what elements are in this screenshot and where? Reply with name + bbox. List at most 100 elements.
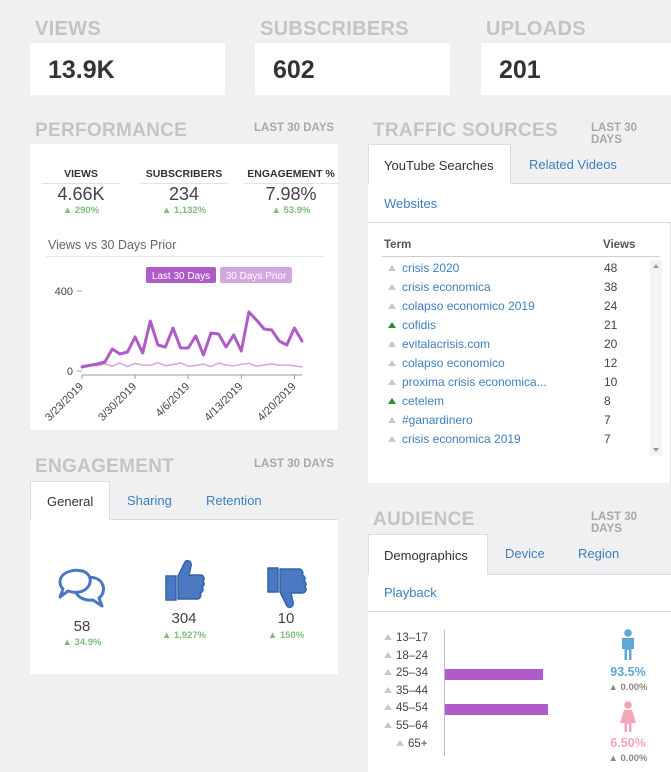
search-term-link[interactable]: colapso economico <box>402 356 505 370</box>
female-percent: 6.50% <box>610 736 646 750</box>
traffic-panel: Term Views crisis 2020 48 crisis economica… <box>368 223 671 483</box>
age-label: 55–64 <box>396 720 428 732</box>
trend-flat-icon <box>388 303 396 309</box>
table-row[interactable]: colapso economico 12 <box>382 355 662 374</box>
audience-title: AUDIENCE <box>373 509 475 530</box>
audience-tabs-row2 <box>368 575 671 611</box>
search-term-link[interactable]: proxima crisis economica... <box>402 375 547 389</box>
age-row: 55–64 <box>384 720 444 732</box>
col-term: Term <box>384 239 412 251</box>
search-term-link[interactable]: colapso economico 2019 <box>402 299 535 313</box>
performance-range: LAST 30 DAYS <box>254 122 335 134</box>
views-stat-title: VIEWS <box>35 18 101 40</box>
table-row[interactable]: evitalacrisis.com 20 <box>382 336 662 355</box>
comments-value: 58 <box>73 618 91 635</box>
tab-general[interactable]: General <box>30 481 110 520</box>
age-label: 35–44 <box>396 684 428 697</box>
female-change: ▲ 0.00% <box>608 753 648 764</box>
tab-youtube-searches[interactable]: YouTube Searches <box>368 144 511 184</box>
engagement-metric: ENGAGEMENT % 7.98% ▲ 53.9% <box>244 168 338 216</box>
trend-up-icon <box>388 322 396 328</box>
tab-region[interactable]: Region <box>578 546 620 561</box>
trend-flat-icon <box>384 669 392 676</box>
x-tick-label: 4/13/2019 <box>202 381 245 424</box>
traffic-range: LAST 30 DAYS <box>591 122 638 146</box>
tab-sharing[interactable]: Sharing <box>127 493 172 508</box>
search-term-link[interactable]: evitalacrisis.com <box>402 337 491 351</box>
performance-title: PERFORMANCE <box>35 120 188 141</box>
trend-up-icon <box>388 398 396 404</box>
performance-panel: VIEWS 4.66K ▲ 290% SUBSCRIBERS 234 ▲ 1,1… <box>30 144 338 430</box>
metric-change: ▲ 1,132% <box>161 205 207 216</box>
search-term-link[interactable]: #ganardinero <box>402 413 473 427</box>
tab-demographics[interactable]: Demographics <box>368 534 488 575</box>
likes-change: ▲ 1,927% <box>161 630 207 641</box>
age-row: 13–17 <box>384 632 444 644</box>
tab-device[interactable]: Device <box>505 546 545 561</box>
audience-tabs-line-2 <box>368 611 671 612</box>
y-tick-label: 400 <box>55 286 73 298</box>
traffic-tabs-row2 <box>368 184 671 222</box>
uploads-stat-value: 201 <box>499 56 541 84</box>
trend-flat-icon <box>388 379 396 385</box>
search-term-views: 20 <box>604 337 618 351</box>
metric-change: ▲ 290% <box>62 205 100 216</box>
age-row: 18–24 <box>384 650 444 662</box>
table-row[interactable]: cofidis 21 <box>382 317 662 336</box>
female-icon <box>620 701 636 732</box>
search-term-views: 7 <box>604 413 611 427</box>
table-row[interactable]: crisis 2020 48 <box>382 260 662 279</box>
subscribers-stat-card: 602 <box>255 43 450 95</box>
x-tick-label: 4/6/2019 <box>154 381 193 420</box>
table-row[interactable]: proxima crisis economica... 10 <box>382 374 662 393</box>
metric-value: 7.98% <box>265 184 317 204</box>
series-line <box>80 310 304 369</box>
trend-flat-icon <box>388 265 396 271</box>
trend-flat-icon <box>396 739 404 746</box>
age-label: 25–34 <box>396 667 428 680</box>
comments-change: ▲ 34.9% <box>62 637 102 648</box>
tab-retention[interactable]: Retention <box>206 493 262 508</box>
engagement-panel: 58 ▲ 34.9% 304 ▲ 1,927% 10 ▲ 150% <box>30 520 338 674</box>
legend-label: Last 30 Days <box>152 271 210 282</box>
audience-panel: 13–17 18–24 25–34 35–44 45–54 55–64 65+ 93.5% … <box>368 612 671 772</box>
x-tick-label: 3/30/2019 <box>96 381 139 424</box>
table-row[interactable]: colapso economico 2019 24 <box>382 298 662 317</box>
search-term-link[interactable]: crisis economica <box>402 280 491 294</box>
engagement-range: LAST 30 DAYS <box>254 458 335 470</box>
tab-related-videos[interactable]: Related Videos <box>529 157 617 172</box>
metric-value: 4.66K <box>57 184 105 204</box>
x-tick-label: 4/20/2019 <box>255 381 298 424</box>
col-views: Views <box>603 239 636 251</box>
y-tick-label: 0 <box>67 366 73 378</box>
traffic-title: TRAFFIC SOURCES <box>373 120 558 141</box>
trend-flat-icon <box>384 722 392 728</box>
trend-flat-icon <box>384 686 392 693</box>
chart-title: Views vs 30 Days Prior <box>48 238 177 252</box>
trend-flat-icon <box>388 341 396 347</box>
search-term-views: 24 <box>604 299 618 313</box>
metric-label: ENGAGEMENT % <box>247 168 335 180</box>
legend-chip <box>220 267 292 283</box>
table-row[interactable]: cetelem 8 <box>382 393 662 412</box>
chart-divider <box>46 256 324 257</box>
traffic-scrollbar[interactable] <box>650 260 662 456</box>
search-term-link[interactable]: cetelem <box>402 394 445 408</box>
subscribers-stat-value: 602 <box>273 56 315 84</box>
metric-label: VIEWS <box>64 168 98 180</box>
search-term-views: 7 <box>604 432 611 446</box>
search-term-link[interactable]: cofidis <box>402 318 437 332</box>
trend-flat-icon <box>384 634 392 640</box>
table-row[interactable]: crisis economica 38 <box>382 279 662 298</box>
table-row[interactable]: crisis economica 2019 7 <box>382 431 662 450</box>
search-term-link[interactable]: crisis economica 2019 <box>402 432 521 446</box>
age-label: 65+ <box>408 737 428 750</box>
tab-websites[interactable]: Websites <box>384 196 438 211</box>
tab-playback[interactable]: Playback <box>384 585 437 600</box>
views-stat-value: 13.9K <box>48 56 115 84</box>
age-label: 18–24 <box>396 649 428 662</box>
table-row[interactable]: #ganardinero 7 <box>382 412 662 431</box>
uploads-stat-title: UPLOADS <box>486 18 586 40</box>
search-term-link[interactable]: crisis 2020 <box>402 261 460 275</box>
trend-flat-icon <box>388 436 396 442</box>
